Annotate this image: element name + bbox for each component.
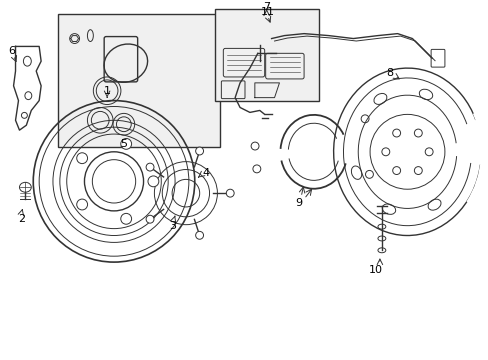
- Text: 4: 4: [202, 168, 209, 179]
- Circle shape: [146, 163, 154, 171]
- Circle shape: [77, 199, 87, 210]
- Text: 9: 9: [295, 198, 302, 208]
- Circle shape: [146, 215, 154, 223]
- Text: 11: 11: [260, 7, 274, 17]
- Circle shape: [226, 189, 234, 197]
- Circle shape: [195, 147, 203, 155]
- Text: 6: 6: [8, 46, 15, 57]
- Text: 5: 5: [120, 139, 127, 149]
- Circle shape: [121, 213, 131, 224]
- Text: 8: 8: [386, 68, 392, 78]
- Text: 1: 1: [103, 86, 110, 96]
- Text: 3: 3: [169, 221, 176, 231]
- Circle shape: [195, 231, 203, 239]
- Circle shape: [121, 139, 131, 149]
- Text: 10: 10: [368, 265, 382, 275]
- Text: 7: 7: [263, 2, 270, 12]
- Text: 2: 2: [18, 214, 25, 224]
- Bar: [215, 9, 318, 100]
- Circle shape: [148, 176, 159, 187]
- Circle shape: [77, 153, 87, 163]
- Bar: [58, 14, 220, 147]
